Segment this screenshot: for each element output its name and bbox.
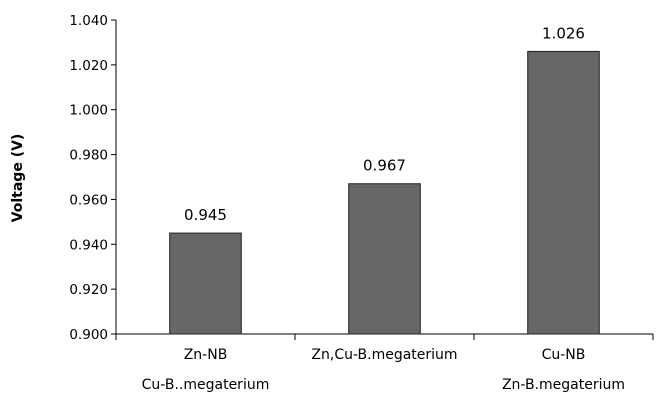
y-tick-label: 0.960 bbox=[69, 192, 108, 208]
y-tick-label: 1.020 bbox=[69, 58, 108, 74]
bar bbox=[527, 50, 600, 335]
category-label: Zn-NB bbox=[184, 347, 228, 363]
y-tick-label: 0.920 bbox=[69, 282, 108, 298]
y-tick-label: 1.040 bbox=[69, 13, 108, 29]
y-tick-label: 0.900 bbox=[69, 327, 108, 343]
x-axis bbox=[115, 333, 654, 340]
y-tick-label: 0.980 bbox=[69, 148, 108, 164]
y-tick-label: 1.000 bbox=[69, 103, 108, 119]
data-label: 0.967 bbox=[363, 157, 406, 175]
category-label: Cu-NB bbox=[542, 347, 586, 363]
y-axis: 0.900 0.920 0.940 0.960 0.980 1.000 1.020 1.040 bbox=[69, 13, 117, 343]
bars bbox=[169, 50, 600, 335]
data-labels: 0.945 0.967 1.026 bbox=[184, 24, 585, 224]
bar bbox=[169, 232, 242, 335]
y-tick-label: 0.940 bbox=[69, 237, 108, 253]
data-label: 0.945 bbox=[184, 206, 227, 224]
category-label: Zn-B.megaterium bbox=[502, 377, 625, 393]
category-label: Cu-B..megaterium bbox=[142, 377, 270, 393]
bar bbox=[348, 183, 421, 335]
category-label: Zn,Cu-B.megaterium bbox=[311, 347, 457, 363]
data-label: 1.026 bbox=[542, 24, 585, 42]
y-axis-title: Voltage (V) bbox=[10, 134, 26, 223]
category-labels: Zn-NB Cu-B..megaterium Zn,Cu-B.megaterium C… bbox=[142, 347, 625, 393]
